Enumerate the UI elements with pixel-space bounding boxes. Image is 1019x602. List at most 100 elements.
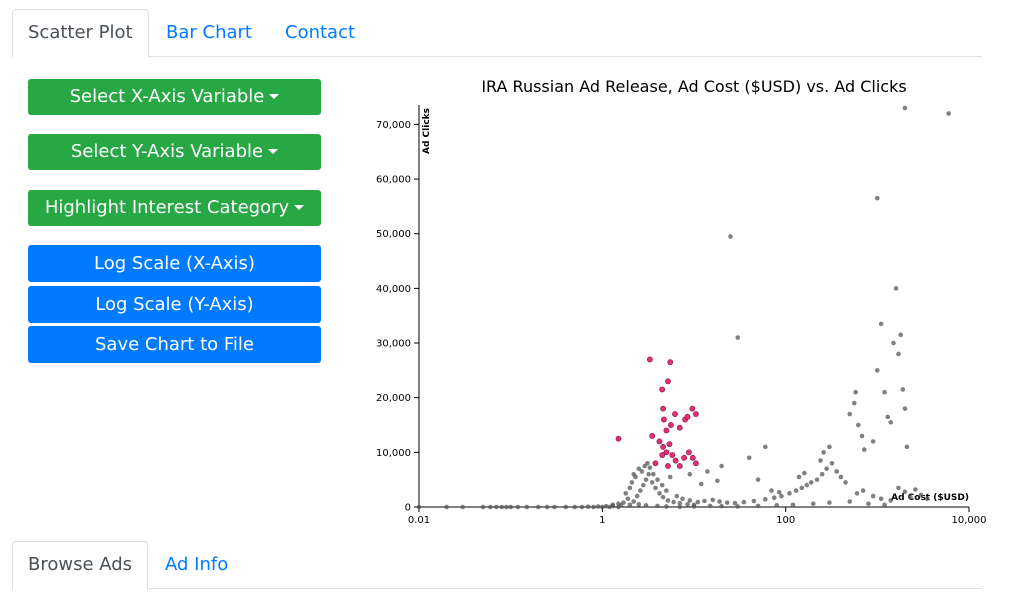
x-tick-label: 100 — [776, 515, 795, 526]
data-point — [634, 493, 640, 499]
x-tick-label: 1 — [599, 515, 605, 526]
data-point — [769, 488, 774, 493]
data-point — [913, 487, 918, 492]
highlighted-data-point — [689, 405, 696, 412]
log-scale-y-button[interactable]: Log Scale (Y-Axis) — [28, 286, 321, 323]
highlighted-data-point — [665, 463, 671, 469]
tab-browse-ads[interactable]: Browse Ads — [12, 541, 149, 590]
data-point — [821, 450, 827, 455]
data-point — [616, 501, 621, 507]
tab-ad-info[interactable]: Ad Info — [165, 554, 229, 575]
scatter-chart: IRA Russian Ad Release, Ad Cost ($USD) v… — [376, 77, 987, 526]
caret-down-icon — [268, 149, 279, 154]
data-point — [779, 493, 784, 499]
data-point — [579, 504, 585, 510]
y-tick-label: 20,000 — [376, 393, 411, 404]
data-point — [646, 471, 651, 477]
data-point — [870, 493, 876, 499]
tab-scatter-plot[interactable]: Scatter Plot — [12, 9, 149, 58]
data-point — [793, 488, 799, 493]
data-point — [827, 500, 832, 505]
data-point — [659, 482, 665, 488]
data-point — [735, 335, 741, 340]
y-tick-label: 60,000 — [376, 175, 411, 186]
data-point — [847, 411, 853, 417]
highlighted-data-point — [676, 424, 683, 431]
data-point — [705, 469, 710, 474]
data-point — [885, 414, 891, 420]
data-point — [627, 485, 633, 491]
data-point — [810, 501, 816, 507]
data-point — [603, 503, 609, 509]
data-point — [902, 489, 908, 494]
data-point — [804, 482, 810, 488]
tab-bar-chart[interactable]: Bar Chart — [166, 22, 252, 43]
data-point — [698, 481, 704, 487]
chart-title: IRA Russian Ad Release, Ad Cost ($USD) v… — [481, 77, 906, 96]
data-point — [685, 501, 690, 507]
data-point — [771, 495, 777, 501]
data-point — [763, 444, 768, 450]
data-point — [695, 499, 701, 505]
data-point — [724, 500, 730, 505]
data-point — [552, 504, 557, 510]
data-point — [687, 471, 693, 477]
data-point — [751, 498, 757, 504]
data-point — [870, 439, 876, 444]
y-tick-label: 0 — [405, 503, 411, 514]
highlight-category-dropdown-button[interactable]: Highlight Interest Category — [28, 190, 321, 226]
caret-down-icon — [294, 205, 305, 210]
data-point — [814, 477, 820, 482]
data-point — [856, 422, 861, 428]
y-axis-label: Ad Clicks — [422, 108, 432, 154]
data-point — [799, 485, 805, 491]
save-chart-button[interactable]: Save Chart to File — [28, 326, 321, 363]
y-tick-label: 50,000 — [376, 229, 411, 240]
highlighted-data-point — [665, 378, 671, 385]
data-point — [671, 499, 676, 505]
data-point — [902, 406, 908, 411]
highlighted-data-point — [684, 413, 691, 420]
data-point — [664, 488, 669, 493]
highlighted-data-point — [686, 449, 692, 456]
data-point — [444, 504, 449, 510]
data-point — [902, 105, 908, 111]
data-point — [774, 503, 780, 508]
highlighted-data-point — [652, 460, 659, 467]
data-point — [918, 492, 924, 498]
data-point — [732, 500, 738, 506]
data-point — [888, 498, 894, 503]
data-point — [896, 485, 901, 491]
data-point — [859, 433, 865, 439]
data-point — [585, 504, 591, 510]
y-tick-label: 30,000 — [376, 339, 411, 350]
data-point — [776, 489, 782, 495]
data-point — [631, 471, 637, 477]
data-point — [625, 496, 631, 502]
data-point — [735, 504, 741, 509]
data-point — [847, 499, 853, 504]
y-axis-dropdown-button[interactable]: Select Y-Axis Variable — [28, 134, 321, 170]
tab-contact[interactable]: Contact — [285, 22, 356, 43]
data-point — [908, 494, 913, 500]
highlighted-data-point — [666, 441, 673, 448]
data-point — [621, 500, 626, 505]
data-point — [796, 474, 802, 480]
highlight-dropdown-label: Highlight Interest Category — [44, 197, 290, 218]
highlighted-data-point — [693, 460, 699, 467]
data-point — [641, 482, 646, 488]
data-point — [824, 466, 829, 472]
data-point — [535, 504, 541, 510]
data-point — [717, 499, 722, 504]
data-point — [728, 234, 733, 239]
highlighted-data-point — [649, 433, 656, 439]
data-point — [755, 477, 761, 482]
data-point — [719, 463, 724, 469]
x-axis-dropdown-button[interactable]: Select X-Axis Variable — [28, 79, 321, 115]
data-point — [649, 480, 655, 485]
highlighted-data-point — [693, 411, 699, 417]
data-point — [763, 497, 768, 502]
log-scale-x-button[interactable]: Log Scale (X-Axis) — [28, 245, 321, 282]
highlighted-data-point — [660, 405, 666, 412]
data-point — [746, 455, 752, 461]
